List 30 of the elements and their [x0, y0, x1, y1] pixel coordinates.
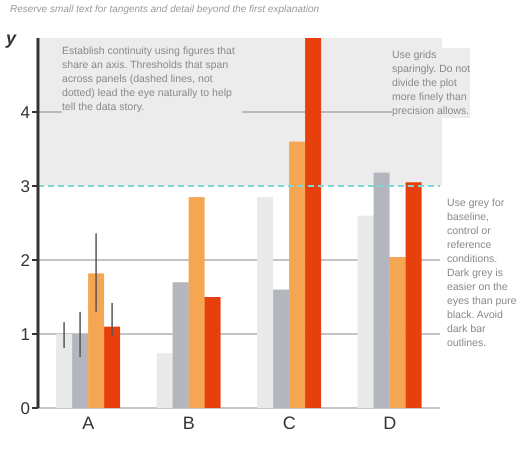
bar [56, 334, 72, 408]
bar [406, 182, 422, 408]
bar [204, 297, 221, 408]
y-tick-label: 2 [20, 251, 30, 270]
x-tick-label: B [182, 412, 195, 433]
bar [273, 290, 290, 408]
bar [88, 273, 104, 408]
y-tick-label: 3 [20, 177, 30, 196]
bar [72, 334, 88, 408]
bar [289, 142, 306, 408]
bar [257, 197, 274, 408]
bar [374, 172, 390, 408]
y-tick-label: 4 [20, 103, 30, 122]
y-tick-label: 1 [20, 325, 30, 344]
bar [358, 216, 374, 408]
bar [390, 257, 406, 408]
bar [172, 282, 189, 408]
y-tick-label: 0 [20, 399, 30, 418]
x-tick-label: C [282, 412, 296, 433]
bar [156, 353, 173, 408]
bar [188, 197, 205, 408]
text: Use grey for baseline, control or reference conditions. Dark grey is easier on the eyes than pure black. Avoid dark bar outlines. [447, 197, 516, 349]
chart-subtitle: Reserve small text for tangents and detail beyond the first explanation [10, 4, 320, 15]
y-axis-title: y [6, 28, 16, 49]
bar [104, 326, 120, 408]
annotation: Establish continuity using figures that share an axis. Thresholds that span across panels (dashed lines, not dotted) lead the eye naturally to help tell the data story. [62, 44, 242, 114]
bar [305, 38, 322, 408]
x-tick-label: D [383, 412, 396, 433]
x-tick-label: A [82, 412, 94, 433]
annotation: Use grids sparingly. Do not divide the plot more finely than precision allows. [392, 48, 470, 118]
